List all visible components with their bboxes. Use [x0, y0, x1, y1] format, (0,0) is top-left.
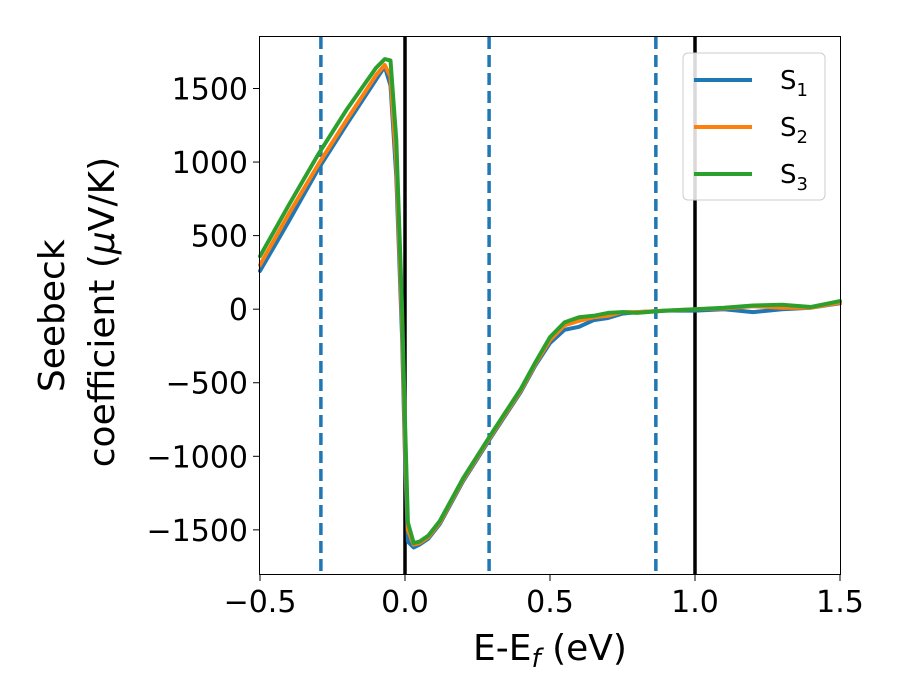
y-axis-title: Seebeck coefficient (μV/K): [32, 157, 123, 467]
y-tick-label: 1000: [172, 146, 248, 181]
series-line-s3: [258, 57, 842, 546]
ticks-layer: −0.5 0.0 0.5 1.0 1.5 −1500 −1000 −500 0 500 1000 15…: [147, 72, 864, 620]
x-axis-title: E-Ef (eV): [473, 628, 627, 674]
vertical-lines-layer: [319, 37, 697, 574]
legend: S1 S2 S3: [682, 52, 826, 201]
series-layer: [258, 57, 842, 550]
y-tick-label: 0: [229, 293, 248, 328]
legend-items: S1 S2 S3: [694, 66, 808, 195]
x-tick-label: 1.0: [671, 585, 719, 620]
y-tick-label: −500: [166, 367, 248, 402]
x-tick-label: 1.5: [816, 585, 864, 620]
x-tick-label: −0.5: [224, 585, 297, 620]
y-tick-label: 500: [191, 220, 248, 255]
legend-label-s2: S2: [780, 113, 808, 148]
legend-label-s1: S1: [780, 66, 808, 101]
x-tick-label: 0.5: [526, 585, 574, 620]
y-tick-label: −1500: [147, 514, 248, 549]
y-tick-label: 1500: [172, 72, 248, 107]
legend-box: [682, 52, 826, 201]
x-tick-label: 0.0: [381, 585, 429, 620]
legend-label-s3: S3: [780, 160, 808, 195]
y-axis-title-line2: coefficient (μV/K): [82, 157, 123, 467]
y-tick-label: −1000: [147, 440, 248, 475]
y-axis-title-line1: Seebeck: [32, 239, 73, 392]
